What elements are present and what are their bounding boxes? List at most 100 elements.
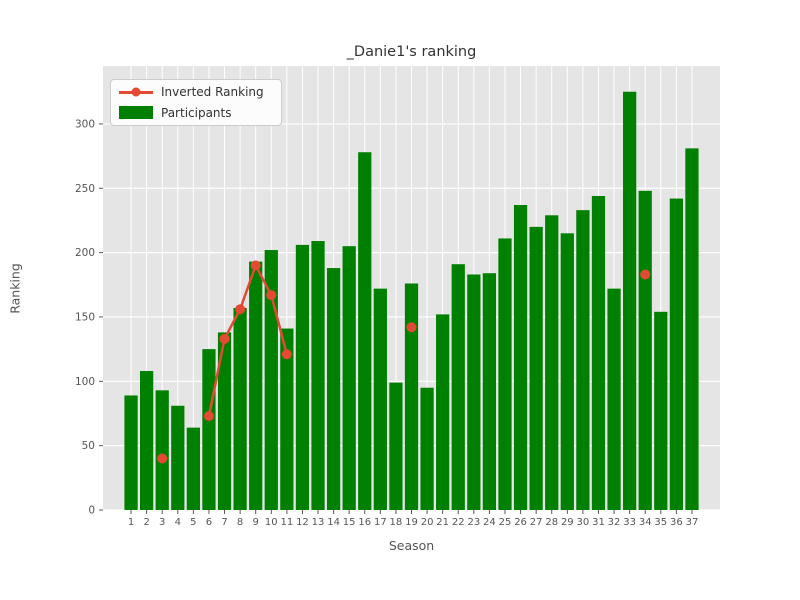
x-tick-label: 29 — [561, 517, 574, 528]
bar-season-26 — [513, 204, 528, 510]
x-tick-label: 4 — [175, 517, 181, 528]
marker-season-8 — [235, 304, 246, 315]
y-tick-label: 300 — [75, 118, 95, 130]
x-tick-label: 15 — [343, 517, 356, 528]
x-tick-label: 32 — [608, 517, 621, 528]
bar-season-10 — [264, 250, 278, 510]
bar-season-17 — [373, 288, 387, 510]
bar-season-35 — [654, 311, 668, 510]
x-tick-label: 24 — [483, 517, 496, 528]
bar-season-12 — [295, 244, 310, 510]
bar-season-19 — [404, 283, 419, 510]
legend-patch-swatch — [119, 106, 153, 120]
x-tick-label: 10 — [265, 517, 278, 528]
bar-season-32 — [607, 288, 621, 510]
x-tick-label: 17 — [374, 517, 387, 528]
bar-season-2 — [140, 371, 154, 510]
bar-season-31 — [591, 195, 606, 510]
bar-season-25 — [498, 238, 512, 510]
x-tick-label: 14 — [327, 517, 340, 528]
x-tick-label: 2 — [143, 517, 149, 528]
legend-line-icon — [119, 87, 153, 97]
inverted-ranking-line — [207, 262, 289, 417]
x-tick-label: 13 — [312, 517, 325, 528]
x-tick-label: 7 — [221, 517, 227, 528]
x-tick-label: 12 — [296, 517, 309, 528]
x-tick-label: 18 — [390, 517, 403, 528]
marker-season-10 — [266, 290, 277, 301]
bar-season-11 — [280, 328, 294, 510]
x-tick-label: 23 — [467, 517, 480, 528]
legend-line-swatch — [119, 87, 153, 97]
x-tick-label: 28 — [545, 517, 558, 528]
legend-marker-dot-icon — [131, 87, 141, 97]
bar-season-3 — [155, 390, 169, 510]
bar-season-6 — [202, 349, 216, 510]
bar-season-21 — [436, 314, 450, 510]
x-tick-label: 9 — [253, 517, 259, 528]
marker-season-7 — [219, 333, 230, 344]
bar-season-8 — [233, 307, 247, 510]
bar-season-34 — [638, 190, 652, 510]
x-tick-label: 27 — [530, 517, 543, 528]
bar-season-33 — [623, 91, 637, 510]
x-tick-label: 34 — [639, 517, 652, 528]
y-tick-label: 250 — [75, 183, 95, 195]
bar-season-24 — [482, 273, 497, 510]
x-tick-label: 11 — [280, 517, 293, 528]
y-tick-label: 0 — [88, 505, 95, 517]
x-tick-label: 33 — [623, 517, 636, 528]
x-tick-label: 26 — [514, 517, 527, 528]
bar-season-20 — [420, 387, 434, 510]
bar-season-13 — [311, 241, 325, 510]
bar-season-18 — [389, 382, 403, 510]
y-axis-label: Ranking — [7, 263, 23, 314]
marker-season-34 — [640, 269, 651, 280]
x-tick-label: 35 — [654, 517, 667, 528]
bar-season-23 — [467, 274, 481, 510]
x-tick-label: 1 — [128, 517, 134, 528]
x-tick-label: 30 — [577, 517, 590, 528]
chart-title: _Danie1's ranking — [346, 44, 477, 60]
bar-season-14 — [326, 268, 341, 510]
bar-season-16 — [358, 152, 372, 511]
bar-season-1 — [124, 395, 138, 510]
bar-season-22 — [451, 264, 465, 510]
x-tick-label: 22 — [452, 517, 465, 528]
legend: Inverted Ranking Participants — [110, 79, 282, 126]
bar-season-30 — [576, 210, 590, 510]
y-tick-label: 200 — [75, 247, 95, 259]
marker-season-11 — [281, 349, 292, 360]
bar-season-15 — [342, 246, 356, 510]
x-axis-label: Season — [388, 538, 435, 553]
x-tick-label: 31 — [592, 517, 605, 528]
y-tick-label: 100 — [75, 376, 95, 388]
legend-item-inverted-ranking: Inverted Ranking — [111, 83, 281, 101]
bar-season-7 — [217, 332, 232, 510]
marker-season-6 — [203, 411, 214, 422]
legend-patch-icon — [119, 106, 153, 120]
y-tick-label: 150 — [75, 311, 95, 323]
bar-season-36 — [669, 198, 683, 510]
bar-season-5 — [186, 427, 200, 510]
legend-label: Inverted Ranking — [161, 85, 264, 100]
x-tick-label: 6 — [206, 517, 212, 528]
bar-season-9 — [249, 261, 263, 510]
y-tick-label: 50 — [82, 440, 95, 452]
marker-season-9 — [250, 260, 261, 271]
x-tick-label: 8 — [237, 517, 243, 528]
bar-season-29 — [560, 233, 574, 510]
legend-label: Participants — [161, 105, 232, 120]
x-tick-label: 37 — [686, 517, 699, 528]
x-tick-label: 3 — [159, 517, 165, 528]
legend-item-participants: Participants — [111, 104, 281, 122]
x-tick-label: 19 — [405, 517, 418, 528]
x-tick-label: 20 — [421, 517, 434, 528]
marker-season-3 — [157, 453, 168, 464]
marker-season-19 — [406, 322, 417, 333]
x-tick-label: 21 — [436, 517, 449, 528]
x-tick-label: 25 — [499, 517, 512, 528]
x-tick-label: 36 — [670, 517, 683, 528]
